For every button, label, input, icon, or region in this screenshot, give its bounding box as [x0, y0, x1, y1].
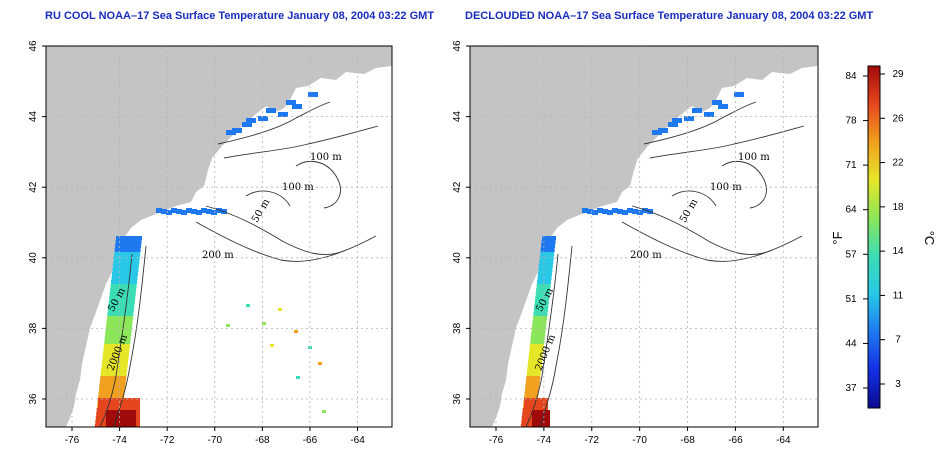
celsius-tick-label: 26: [892, 113, 904, 124]
fahrenheit-tick-label: 37: [845, 383, 857, 394]
y-tick-label: 42: [452, 181, 463, 193]
y-tick-label: 46: [452, 40, 463, 52]
y-tick-label: 40: [28, 252, 39, 264]
x-tick-label: -74: [537, 435, 552, 446]
x-tick-label: -64: [776, 435, 791, 446]
x-tick-label: -74: [112, 435, 127, 446]
left-map-frame: [45, 45, 393, 428]
right-panel-title: DECLOUDED NOAA–17 Sea Surface Temperatur…: [465, 10, 874, 22]
right-x-axis: -76 -74 -72 -70 -68 -66 -64: [489, 427, 791, 446]
x-tick-label: -76: [65, 435, 80, 446]
celsius-tick-label: 3: [895, 379, 901, 390]
fahrenheit-tick-label: 64: [845, 205, 857, 216]
fahrenheit-tick-label: 44: [845, 338, 857, 349]
celsius-tick-label: 18: [892, 202, 904, 213]
x-tick-label: -64: [350, 435, 365, 446]
x-tick-label: -70: [632, 435, 647, 446]
left-land-mass: [46, 46, 392, 427]
contour-label: 100 m: [738, 152, 770, 163]
y-tick-label: 40: [452, 252, 463, 264]
y-tick-label: 44: [452, 111, 463, 123]
colorbar-gradient: [867, 65, 881, 409]
x-tick-label: -70: [208, 435, 223, 446]
y-tick-label: 38: [28, 322, 39, 334]
left-bathymetry-contours: [99, 101, 379, 427]
x-tick-label: -68: [680, 435, 695, 446]
celsius-tick-label: 22: [892, 158, 904, 169]
y-tick-label: 36: [28, 393, 39, 405]
y-tick-label: 38: [452, 322, 463, 334]
celsius-tick-label: 14: [892, 246, 904, 257]
contour-label: 100 m: [310, 152, 342, 163]
celsius-unit-label: °C: [922, 231, 937, 246]
y-tick-label: 44: [28, 111, 39, 123]
temperature-colorbar: 84 78 71 64 57 51 44 37 29 26 22 18 14 11 7 3 °F °C: [830, 65, 937, 409]
fahrenheit-unit-label: °F: [830, 231, 845, 244]
left-panel-title: RU COOL NOAA–17 Sea Surface Temperature …: [45, 10, 435, 22]
fahrenheit-tick-label: 84: [845, 71, 857, 82]
right-land-mass: [470, 46, 818, 427]
x-tick-label: -76: [489, 435, 504, 446]
contour-label: 100 m: [710, 182, 742, 193]
celsius-tick-label: 11: [893, 290, 904, 301]
fahrenheit-tick-label: 78: [845, 116, 857, 127]
x-tick-label: -72: [585, 435, 600, 446]
contour-label: 200 m: [202, 250, 234, 261]
right-y-axis: 36 38 40 42 44 46: [452, 40, 470, 405]
celsius-tick-label: 29: [892, 69, 904, 80]
right-grid: [470, 46, 818, 427]
celsius-tick-label: 7: [895, 335, 901, 346]
contour-label: 200 m: [630, 250, 662, 261]
fahrenheit-tick-label: 51: [845, 294, 857, 305]
x-tick-label: -66: [728, 435, 743, 446]
y-tick-label: 42: [28, 181, 39, 193]
x-tick-label: -68: [255, 435, 270, 446]
right-map-frame: [469, 45, 819, 428]
left-grid: [46, 46, 392, 427]
x-tick-label: -72: [160, 435, 175, 446]
fahrenheit-tick-label: 57: [845, 249, 857, 260]
y-tick-label: 36: [452, 393, 463, 405]
y-tick-label: 46: [28, 40, 39, 52]
right-map-panel: 100 m 100 m 50 m 200 m 50 m 2000 m -76 -7…: [452, 40, 819, 446]
left-y-axis: 36 38 40 42 44 46: [28, 40, 46, 405]
fahrenheit-ticks: 84 78 71 64 57 51 44 37: [845, 71, 868, 394]
left-x-axis: -76 -74 -72 -70 -68 -66 -64: [65, 427, 365, 446]
fahrenheit-tick-label: 71: [845, 160, 857, 171]
x-tick-label: -66: [303, 435, 318, 446]
left-map-panel: 100 m 100 m 50 m 200 m 50 m 2000 m -76 -7…: [28, 40, 393, 446]
celsius-ticks: 29 26 22 18 14 11 7 3: [880, 69, 904, 390]
contour-label: 100 m: [282, 182, 314, 193]
